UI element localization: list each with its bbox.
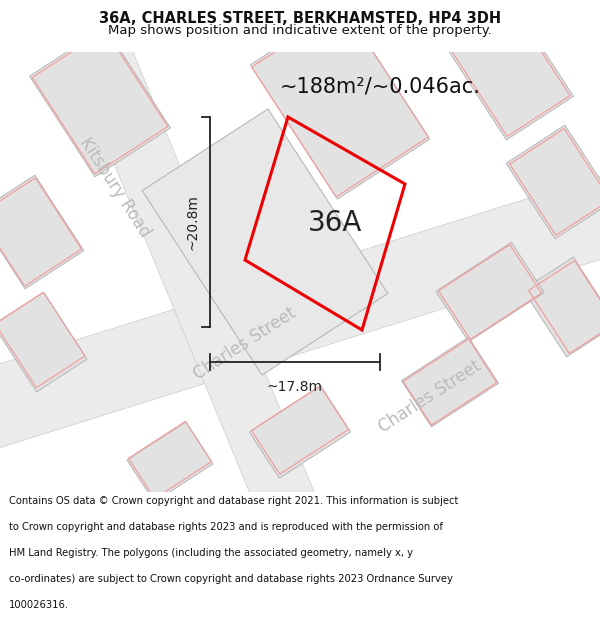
Polygon shape xyxy=(0,164,600,450)
Polygon shape xyxy=(52,0,318,523)
Polygon shape xyxy=(506,125,600,239)
Text: ~188m²/~0.046ac.: ~188m²/~0.046ac. xyxy=(280,77,481,97)
Polygon shape xyxy=(250,5,430,199)
Text: Kitsbury Road: Kitsbury Road xyxy=(76,134,154,240)
Text: co-ordinates) are subject to Crown copyright and database rights 2023 Ordnance S: co-ordinates) are subject to Crown copyr… xyxy=(9,574,453,584)
Text: Contains OS data © Crown copyright and database right 2021. This information is : Contains OS data © Crown copyright and d… xyxy=(9,496,458,506)
Text: to Crown copyright and database rights 2023 and is reproduced with the permissio: to Crown copyright and database rights 2… xyxy=(9,522,443,532)
Polygon shape xyxy=(446,4,574,140)
Polygon shape xyxy=(250,386,350,478)
Polygon shape xyxy=(0,175,84,289)
Polygon shape xyxy=(523,257,600,357)
Polygon shape xyxy=(0,292,87,392)
Polygon shape xyxy=(127,422,213,502)
Text: Charles Street: Charles Street xyxy=(376,357,485,437)
Polygon shape xyxy=(142,109,388,375)
Text: 36A, CHARLES STREET, BERKHAMSTED, HP4 3DH: 36A, CHARLES STREET, BERKHAMSTED, HP4 3D… xyxy=(99,11,501,26)
Text: Charles Street: Charles Street xyxy=(190,304,299,384)
Text: HM Land Registry. The polygons (including the associated geometry, namely x, y: HM Land Registry. The polygons (includin… xyxy=(9,548,413,558)
Text: 100026316.: 100026316. xyxy=(9,600,69,610)
Polygon shape xyxy=(29,27,170,177)
Polygon shape xyxy=(401,337,499,427)
Text: ~17.8m: ~17.8m xyxy=(267,380,323,394)
Text: ~20.8m: ~20.8m xyxy=(185,194,199,250)
Polygon shape xyxy=(436,242,544,342)
Text: Map shows position and indicative extent of the property.: Map shows position and indicative extent… xyxy=(108,24,492,38)
Text: 36A: 36A xyxy=(308,209,362,237)
